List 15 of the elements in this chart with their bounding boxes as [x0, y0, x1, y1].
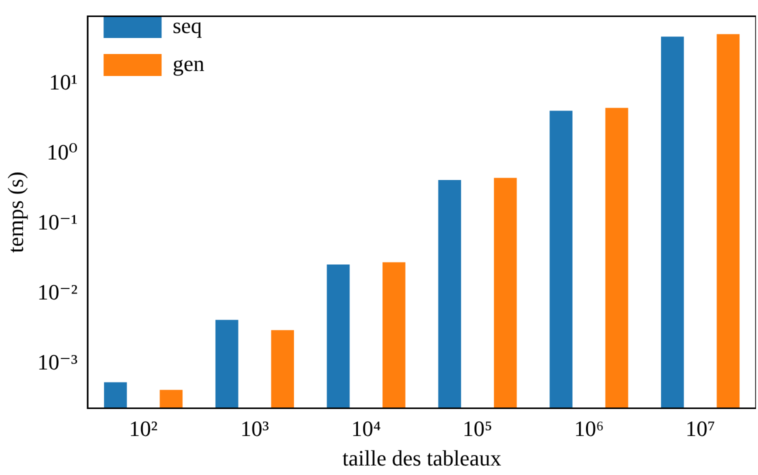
y-tick-label: 10⁰ — [46, 139, 78, 164]
x-tick-label: 10⁴ — [351, 416, 382, 442]
x-tick-label: 10⁶ — [574, 416, 604, 442]
y-axis-title: temps (s) — [2, 172, 28, 253]
x-axis-title: taille des tableaux — [342, 446, 502, 471]
x-tick-label: 10⁵ — [462, 416, 492, 442]
y-tick-label: 10⁻³ — [37, 349, 78, 374]
y-tick-label: 10⁻² — [37, 279, 78, 304]
y-tick-label: 10⁻¹ — [37, 209, 78, 234]
legend-label: gen — [172, 50, 204, 76]
y-tick-label: 10¹ — [49, 69, 78, 94]
legend-label: seq — [172, 12, 202, 38]
x-tick-label: 10⁷ — [685, 416, 716, 442]
x-tick-label: 10³ — [240, 416, 270, 442]
x-tick-label: 10² — [129, 416, 158, 442]
